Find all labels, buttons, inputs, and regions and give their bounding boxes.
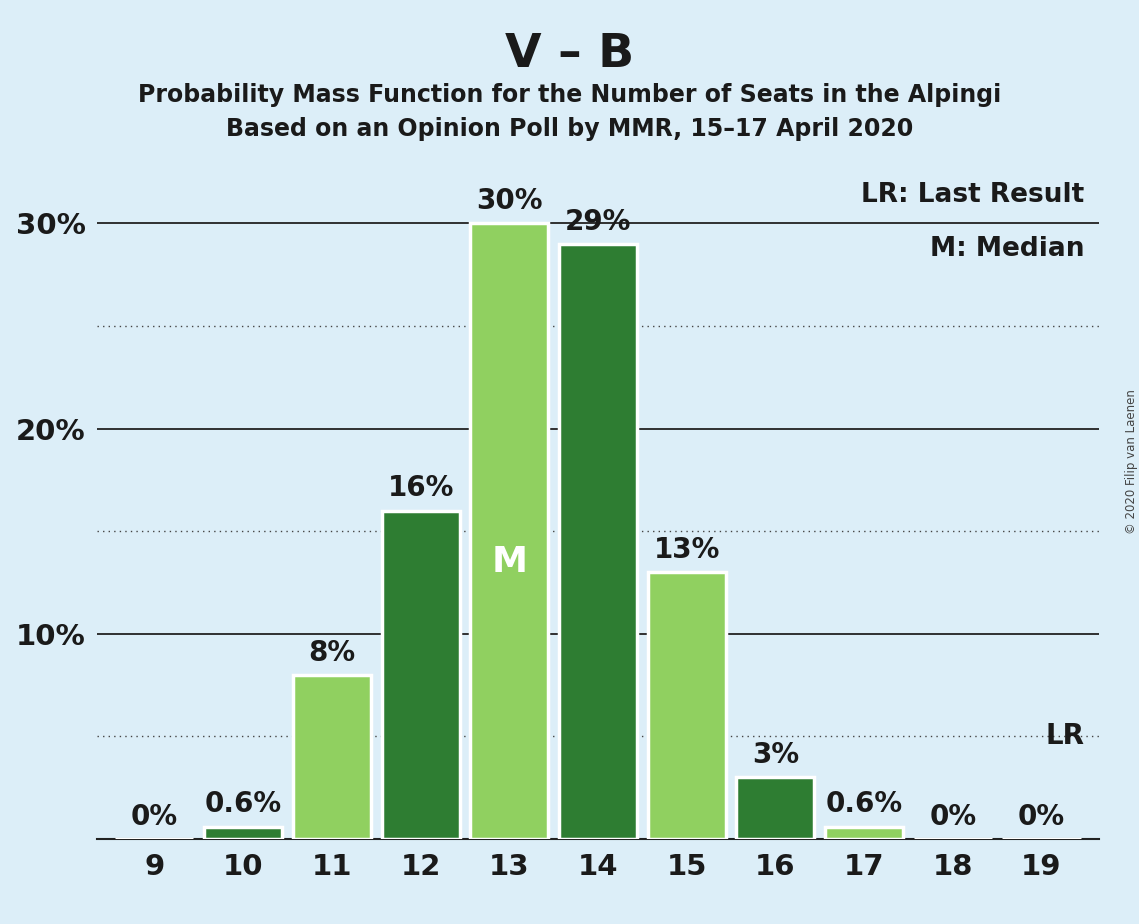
- Text: M: M: [491, 545, 527, 579]
- Text: 13%: 13%: [654, 536, 720, 564]
- Text: 0%: 0%: [1018, 803, 1065, 831]
- Text: 16%: 16%: [387, 474, 453, 503]
- Text: 30%: 30%: [476, 187, 542, 215]
- Text: Based on an Opinion Poll by MMR, 15–17 April 2020: Based on an Opinion Poll by MMR, 15–17 A…: [226, 117, 913, 141]
- Text: 8%: 8%: [309, 638, 355, 666]
- Bar: [293, 675, 371, 839]
- Text: 29%: 29%: [565, 208, 631, 236]
- Bar: [736, 777, 814, 839]
- Text: 3%: 3%: [752, 741, 798, 769]
- Bar: [204, 827, 282, 839]
- Text: 0.6%: 0.6%: [205, 790, 281, 819]
- Text: LR: LR: [1046, 723, 1084, 750]
- Bar: [470, 224, 548, 839]
- Text: Probability Mass Function for the Number of Seats in the Alpingi: Probability Mass Function for the Number…: [138, 83, 1001, 107]
- Bar: [825, 827, 903, 839]
- Text: 0.6%: 0.6%: [826, 790, 902, 819]
- Text: 0%: 0%: [131, 803, 178, 831]
- Text: © 2020 Filip van Laenen: © 2020 Filip van Laenen: [1124, 390, 1138, 534]
- Bar: [559, 244, 637, 839]
- Bar: [382, 511, 460, 839]
- Text: M: Median: M: Median: [929, 237, 1084, 262]
- Bar: [648, 572, 726, 839]
- Text: 0%: 0%: [929, 803, 976, 831]
- Text: V – B: V – B: [505, 32, 634, 78]
- Text: LR: Last Result: LR: Last Result: [861, 182, 1084, 208]
